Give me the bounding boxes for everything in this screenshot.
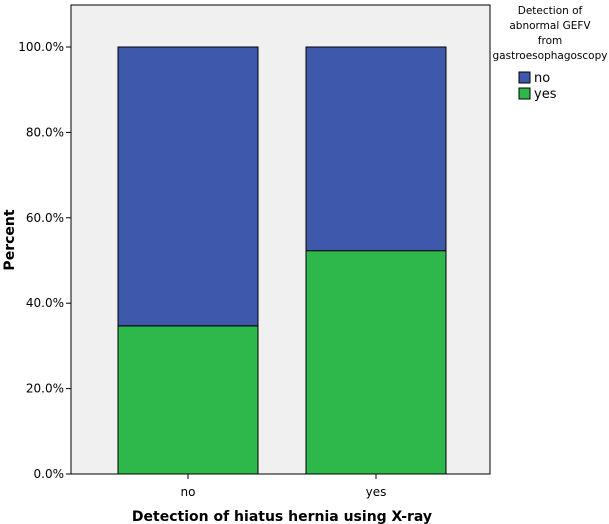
y-tick-label: 80.0% (26, 125, 64, 139)
y-axis: 0.0% 20.0% 40.0% 60.0% 80.0% 100.0% (18, 40, 71, 481)
y-tick-label: 20.0% (26, 382, 64, 396)
legend-label-no: no (534, 71, 550, 86)
legend: Detection of abnormal GEFV from gastroesoph… (493, 5, 608, 102)
y-tick-label: 100.0% (18, 40, 64, 54)
bar-no-no (117, 46, 259, 327)
legend-title-line: abnormal GEFV (509, 20, 591, 32)
legend-title-line: from (538, 35, 562, 47)
legend-label-yes: yes (534, 87, 557, 102)
y-tick-label: 60.0% (26, 211, 64, 225)
y-axis-title: Percent (2, 209, 18, 270)
x-tick-label: yes (366, 485, 387, 499)
y-tick-label: 0.0% (34, 467, 65, 481)
legend-swatch-no (518, 71, 531, 84)
bar-no-yes (117, 325, 259, 475)
legend-swatch-yes (518, 87, 531, 100)
bars (117, 46, 447, 475)
x-axis-title: Detection of hiatus hernia using X-ray (132, 509, 432, 524)
legend-title-line: Detection of (518, 5, 583, 17)
bar-yes-yes (305, 250, 447, 475)
x-axis: no yes (181, 474, 387, 499)
x-tick-label: no (181, 485, 196, 499)
y-tick-label: 40.0% (26, 296, 64, 310)
legend-title-line: gastroesophagoscopy (493, 50, 608, 62)
bar-yes-no (305, 46, 447, 252)
